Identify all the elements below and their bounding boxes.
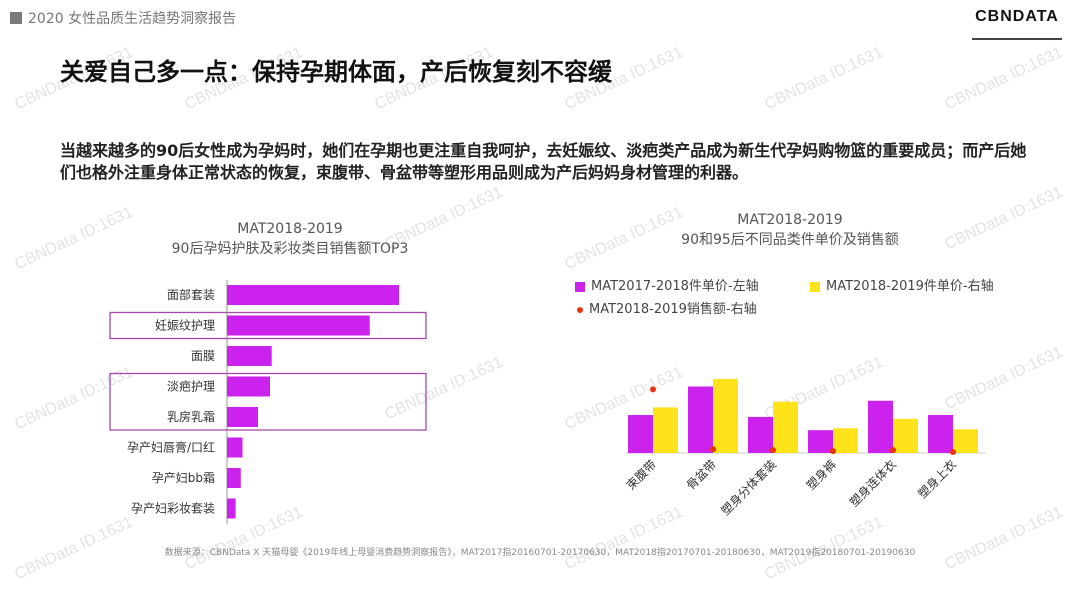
watermark-text: CBNData ID:1631 [942,43,1066,114]
chart1-bar [227,437,243,458]
chart1-category-label: 妊娠纹护理 [155,319,215,333]
chart2-bar-2017-2018 [748,416,773,453]
chart2-category-label: 束腹带 [624,457,659,492]
chart2-category-label: 塑身上衣 [915,457,960,502]
chart2-bar-2017-2018 [688,386,713,453]
chart2-bar-2017-2018 [868,400,893,453]
chart2-bar-2018-2019 [893,418,918,453]
chart1-category-label: 孕产妇唇膏/口红 [127,440,215,455]
chart2-bar-2018-2019 [653,407,678,453]
chart2-category-label: 塑身连体衣 [846,457,899,510]
chart1-subtitle: 90后孕妈护肤及彩妆类目销售额TOP3 [171,241,409,257]
chart1-category-label: 面部套装 [167,287,215,302]
legend-item-2018-2019-sales: MAT2018-2019销售额-右轴 [575,298,757,317]
chart2-bar-2017-2018 [628,415,653,453]
chart1-bar [227,468,241,488]
chart2-bar-2018-2019 [713,378,738,453]
chart1-title: MAT2018-2019 [237,221,343,237]
intro-paragraph: 当越来越多的90后女性成为孕妈时，她们在孕期也更注重自我呵护，去妊娠纹、淡疤类产… [60,141,1027,182]
chart1-category-label: 淡疤护理 [167,379,215,394]
logo-text: CBNDATA [975,8,1059,25]
legend-item-2018-2019-price: MAT2018-2019件单价-右轴 [810,275,994,294]
chart1-bar [227,498,236,519]
chart1-bar [227,376,270,397]
chart1-category-label: 孕产妇bb霜 [152,471,215,485]
watermark-text: CBNData ID:1631 [762,43,886,114]
chart2-bar-2017-2018 [808,430,833,453]
chart1-bar [227,407,258,427]
report-title: 2020 女性品质生活趋势洞察报告 [28,11,237,27]
header-marker [10,12,22,24]
chart2-subtitle: 90和95后不同品类件单价及销售额 [681,232,899,248]
legend-swatch-purple [575,281,585,292]
chart2-sales-dot [650,386,656,393]
chart2-category-label: 塑身裤 [803,457,839,493]
chart1-bar [227,285,399,305]
watermark-text: CBNData ID:1631 [12,203,136,274]
chart2-sales-dot [890,447,896,454]
legend-swatch-yellow [810,281,820,292]
watermark-text: CBNData ID:1631 [942,183,1066,254]
chart1-category-label: 孕产妇彩妆套装 [131,502,215,516]
chart2-sales-dot [830,448,836,455]
chart2-svg: 束腹带 骨盆带 塑身分体套装 塑身裤 塑身连体衣 塑身上衣 [624,378,986,519]
chart1-highlight-box [109,311,427,340]
logo-underline [972,38,1062,40]
chart1-bar [227,315,370,336]
chart2-bar-2018-2019 [773,401,798,453]
chart2-title-block: MAT2018-2019 90和95后不同品类件单价及销售额 [620,210,960,250]
chart2-bar-2018-2019 [833,428,858,453]
data-source-footnote: 数据来源：CBNData X 天猫母婴《2019年线上母婴消费趋势洞察报告》，M… [164,548,916,558]
chart2-sales-dot [710,446,716,453]
chart2-bar-2018-2019 [953,429,978,453]
legend-item-2017-2018-price: MAT2017-2018件单价-左轴 [575,275,759,294]
chart2-category-label: 塑身分体套装 [718,457,780,519]
chart2-category-label: 骨盆带 [684,457,719,492]
chart1-bar [227,346,272,366]
chart1-category-label: 乳房乳霜 [167,409,215,424]
chart1-category-label: 面膜 [191,349,215,363]
chart2-sales-dot [950,449,956,456]
brand-logo: CBNDATA [972,8,1062,45]
chart1-title-block: MAT2018-2019 90后孕妈护肤及彩妆类目销售额TOP3 [140,219,440,259]
legend-dot-red [577,306,583,313]
page-title: 关爱自己多一点：保持孕期体面，产后恢复刻不容缓 [60,58,612,86]
chart2-sales-dot [770,447,776,454]
chart2-bar-2017-2018 [928,415,953,453]
chart1-highlight-box [109,372,427,431]
chart2-title: MAT2018-2019 [737,212,843,228]
